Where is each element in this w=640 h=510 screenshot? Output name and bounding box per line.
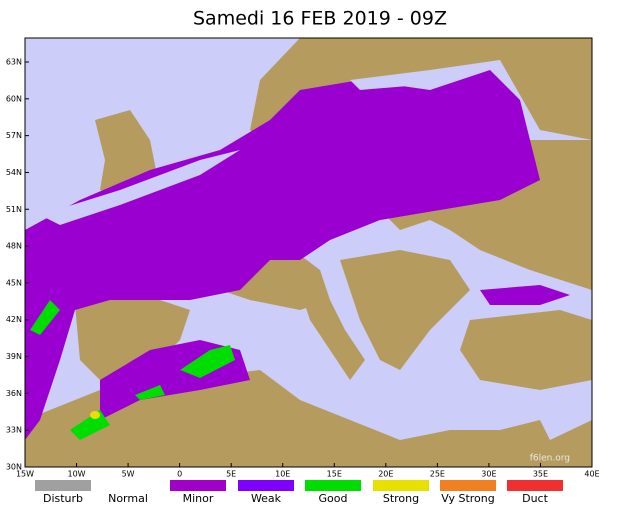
lon-label: 20E <box>378 470 393 479</box>
lon-label: 15E <box>327 470 342 479</box>
lat-label: 63N <box>6 58 22 67</box>
lat-label: 42N <box>6 315 22 324</box>
legend-label: Vy Strong <box>441 492 495 505</box>
lon-label: 10E <box>275 470 290 479</box>
lat-label: 39N <box>6 352 22 361</box>
lon-label: 30E <box>481 470 496 479</box>
legend-label: Strong <box>383 492 419 505</box>
strong-zone <box>90 411 100 419</box>
lon-label: 15W <box>16 470 34 479</box>
legend-label: Normal <box>108 492 148 505</box>
legend-label: Good <box>319 492 348 505</box>
lat-label: 57N <box>6 131 22 140</box>
good-zone <box>30 300 235 440</box>
map-frame <box>24 37 593 468</box>
lat-label: 60N <box>6 94 22 103</box>
legend-swatch <box>305 480 361 491</box>
lat-label: 33N <box>6 426 22 435</box>
map: f6len.org <box>24 37 593 468</box>
lon-label: 40E <box>584 470 599 479</box>
legend-swatch <box>35 480 91 491</box>
legend-swatch <box>238 480 294 491</box>
lat-label: 45N <box>6 278 22 287</box>
lat-label: 48N <box>6 242 22 251</box>
lon-label: 5E <box>226 470 236 479</box>
lon-label: 10W <box>67 470 85 479</box>
watermark: f6len.org <box>530 454 570 464</box>
legend-swatch <box>507 480 563 491</box>
legend-swatch <box>373 480 429 491</box>
normal-zone <box>40 70 430 225</box>
lon-label: 0 <box>177 470 182 479</box>
lon-label: 35E <box>533 470 548 479</box>
lat-label: 51N <box>6 205 22 214</box>
lon-label: 25E <box>430 470 445 479</box>
legend-label: Weak <box>251 492 282 505</box>
legend-label: Minor <box>183 492 214 505</box>
legend-swatch <box>170 480 226 491</box>
legend-label: Duct <box>522 492 548 505</box>
legend-swatch <box>100 480 156 491</box>
lat-label: 30N <box>6 463 22 472</box>
legend-label: Disturb <box>43 492 83 505</box>
title: Samedi 16 FEB 2019 - 09Z <box>193 8 447 30</box>
lat-label: 36N <box>6 389 22 398</box>
lon-label: 5W <box>122 470 135 479</box>
lat-label: 54N <box>6 168 22 177</box>
legend-swatch <box>440 480 496 491</box>
